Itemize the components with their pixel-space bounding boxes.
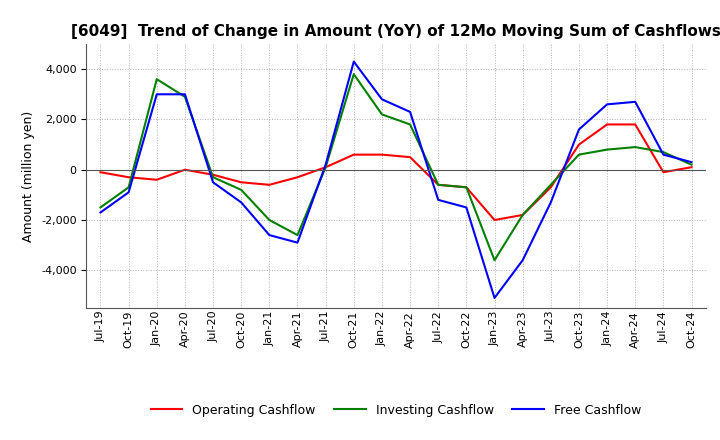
Investing Cashflow	[406, 122, 415, 127]
Operating Cashflow	[575, 142, 583, 147]
Free Cashflow	[631, 99, 639, 104]
Investing Cashflow	[687, 162, 696, 167]
Investing Cashflow	[96, 205, 105, 210]
Operating Cashflow	[293, 175, 302, 180]
Y-axis label: Amount (million yen): Amount (million yen)	[22, 110, 35, 242]
Operating Cashflow	[659, 169, 667, 175]
Free Cashflow	[349, 59, 358, 64]
Free Cashflow	[490, 295, 499, 301]
Free Cashflow	[659, 152, 667, 157]
Investing Cashflow	[434, 182, 443, 187]
Investing Cashflow	[575, 152, 583, 157]
Investing Cashflow	[490, 257, 499, 263]
Free Cashflow	[209, 180, 217, 185]
Operating Cashflow	[603, 122, 611, 127]
Operating Cashflow	[181, 167, 189, 172]
Legend: Operating Cashflow, Investing Cashflow, Free Cashflow: Operating Cashflow, Investing Cashflow, …	[146, 399, 646, 422]
Free Cashflow	[603, 102, 611, 107]
Free Cashflow	[518, 257, 527, 263]
Free Cashflow	[406, 109, 415, 114]
Operating Cashflow	[434, 182, 443, 187]
Operating Cashflow	[321, 165, 330, 170]
Title: [6049]  Trend of Change in Amount (YoY) of 12Mo Moving Sum of Cashflows: [6049] Trend of Change in Amount (YoY) o…	[71, 24, 720, 39]
Free Cashflow	[575, 127, 583, 132]
Free Cashflow	[181, 92, 189, 97]
Operating Cashflow	[96, 169, 105, 175]
Free Cashflow	[153, 92, 161, 97]
Investing Cashflow	[237, 187, 246, 192]
Operating Cashflow	[125, 175, 133, 180]
Operating Cashflow	[265, 182, 274, 187]
Line: Investing Cashflow: Investing Cashflow	[101, 74, 691, 260]
Line: Free Cashflow: Free Cashflow	[101, 62, 691, 298]
Free Cashflow	[546, 200, 555, 205]
Operating Cashflow	[462, 185, 471, 190]
Line: Operating Cashflow: Operating Cashflow	[101, 125, 691, 220]
Operating Cashflow	[153, 177, 161, 183]
Investing Cashflow	[518, 213, 527, 218]
Free Cashflow	[321, 162, 330, 167]
Operating Cashflow	[687, 165, 696, 170]
Operating Cashflow	[406, 154, 415, 160]
Investing Cashflow	[125, 185, 133, 190]
Operating Cashflow	[377, 152, 386, 157]
Operating Cashflow	[518, 213, 527, 218]
Investing Cashflow	[349, 72, 358, 77]
Investing Cashflow	[462, 185, 471, 190]
Free Cashflow	[237, 200, 246, 205]
Operating Cashflow	[209, 172, 217, 177]
Investing Cashflow	[631, 144, 639, 150]
Free Cashflow	[462, 205, 471, 210]
Free Cashflow	[125, 190, 133, 195]
Investing Cashflow	[546, 182, 555, 187]
Operating Cashflow	[631, 122, 639, 127]
Free Cashflow	[96, 210, 105, 215]
Operating Cashflow	[349, 152, 358, 157]
Investing Cashflow	[377, 112, 386, 117]
Investing Cashflow	[293, 232, 302, 238]
Operating Cashflow	[237, 180, 246, 185]
Operating Cashflow	[490, 217, 499, 223]
Free Cashflow	[293, 240, 302, 245]
Investing Cashflow	[181, 94, 189, 99]
Free Cashflow	[434, 197, 443, 202]
Investing Cashflow	[659, 150, 667, 155]
Free Cashflow	[687, 160, 696, 165]
Investing Cashflow	[153, 77, 161, 82]
Investing Cashflow	[321, 165, 330, 170]
Investing Cashflow	[209, 175, 217, 180]
Investing Cashflow	[603, 147, 611, 152]
Operating Cashflow	[546, 185, 555, 190]
Free Cashflow	[377, 97, 386, 102]
Free Cashflow	[265, 232, 274, 238]
Investing Cashflow	[265, 217, 274, 223]
